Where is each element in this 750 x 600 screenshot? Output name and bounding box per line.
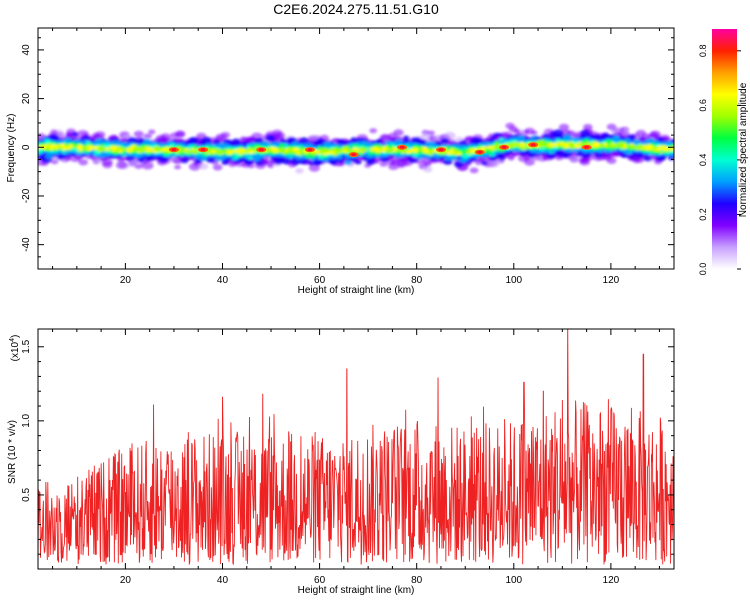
spectrogram-cell (50, 158, 59, 165)
spectrogram-cell (507, 156, 515, 161)
spectrogram-cell (355, 160, 362, 165)
spectrogram-cell (146, 156, 153, 161)
spectrogram-cell (335, 154, 342, 159)
spectrogram-cell (558, 123, 570, 131)
spectrogram-cell (421, 129, 430, 136)
spectrogram-cell (394, 139, 404, 146)
spectrogram-cell (566, 137, 573, 142)
spectrogram-cell (281, 158, 291, 165)
spectrogram-cell (244, 159, 253, 166)
spectrogram-cell (308, 164, 320, 172)
spectrogram-cell (214, 156, 221, 161)
spectrogram-cell (606, 123, 617, 131)
spectrogram-cell (170, 132, 179, 139)
spectrogram-cell (524, 158, 535, 166)
spectrogram-cell (253, 154, 262, 160)
spectrogram-cell (133, 130, 144, 138)
spectrogram-cell (310, 135, 319, 141)
spectrogram-cell (384, 141, 390, 145)
spectrogram-cell (261, 159, 269, 165)
spectrogram-cell (443, 158, 453, 165)
chart-title: C2E6.2024.275.11.51.G10 (273, 1, 439, 17)
spectrogram-cell (458, 140, 468, 147)
spectrogram-cell (127, 137, 135, 142)
spectrogram-cell (212, 164, 223, 171)
spectrogram-cell (505, 122, 515, 129)
spectrogram-cell (621, 130, 630, 137)
spectrogram-cell (454, 161, 464, 168)
spectrogram-cell (474, 138, 482, 143)
spectrogram-cell (102, 161, 113, 169)
spectrogram-cell (261, 141, 269, 147)
spectrogram-cell (174, 164, 182, 170)
spectrogram-marks (38, 122, 674, 174)
spectrogram-cell (388, 162, 399, 171)
spectrogram-cell (71, 132, 79, 137)
spectrogram-cell (403, 135, 410, 140)
spectrogram-cell (427, 130, 435, 136)
spectrogram-cell (56, 154, 65, 160)
spectrogram-cell (134, 163, 143, 169)
spectrogram-cell (513, 129, 521, 134)
spectrogram-cell (344, 160, 352, 166)
spectrogram-cell (469, 167, 479, 174)
spectrogram-cell (481, 160, 488, 166)
spectrogram-cell (228, 161, 237, 168)
spectrogram-cell (95, 131, 106, 139)
spectrogram-cell (423, 166, 433, 173)
spectrogram-cell (273, 157, 284, 165)
spectrogram-cell (213, 140, 221, 145)
spectrogram-cell (308, 161, 315, 166)
spectrogram-cell (271, 129, 283, 137)
spectrogram-cell (267, 163, 275, 169)
spectrogram-cell (562, 153, 570, 158)
spectrogram-cell (488, 159, 500, 168)
spectrogram-cell (388, 132, 398, 139)
spectrogram-cell (116, 161, 128, 169)
spectrogram-cell (247, 137, 256, 143)
spectrogram-cell (459, 157, 468, 163)
spectrogram-cell (643, 156, 652, 162)
spectrogram-cell (299, 137, 309, 143)
spectrogram-cell (313, 161, 320, 166)
spectrogram-cell (612, 137, 621, 143)
spectrogram-cell (655, 155, 663, 160)
spectrogram-cell (379, 161, 388, 167)
spectrogram-cell (292, 141, 299, 145)
spectrogram-cell (635, 129, 647, 137)
spectrogram-cell (232, 138, 241, 144)
spectrogram-cell (522, 129, 530, 135)
spectrogram-cell (148, 129, 156, 135)
spectrogram-cell (199, 155, 207, 161)
spectrogram-cell (555, 150, 562, 155)
spectrogram-cell (440, 137, 449, 144)
spectrogram-cell (323, 142, 331, 148)
spectrogram-cell (396, 159, 409, 167)
spectrogram-cell (104, 139, 111, 145)
spectrogram-cell (265, 134, 276, 142)
spectrogram-cell (498, 138, 505, 142)
spectrogram-cell (270, 155, 277, 160)
spectrogram-cell (188, 162, 201, 171)
spectrogram-cell (366, 159, 375, 166)
spectrogram-cell (112, 151, 119, 156)
spectrogram-cell (279, 138, 287, 144)
spectrogram-cell (369, 128, 378, 134)
spectrogram-cell (221, 160, 229, 165)
spectrogram-cell (530, 130, 538, 136)
spectrogram-cell (180, 158, 189, 164)
spectrogram-cell (198, 163, 209, 170)
spectrogram-cell (478, 157, 486, 162)
spectrogram-cell (295, 168, 304, 174)
spectrogram-cell (78, 159, 88, 166)
spectrogram-cell (141, 161, 154, 170)
spectrogram-density (38, 122, 674, 174)
spectrogram-cell (65, 132, 73, 137)
spectrogram-cell (143, 133, 152, 140)
spectrogram-cell (50, 129, 58, 135)
